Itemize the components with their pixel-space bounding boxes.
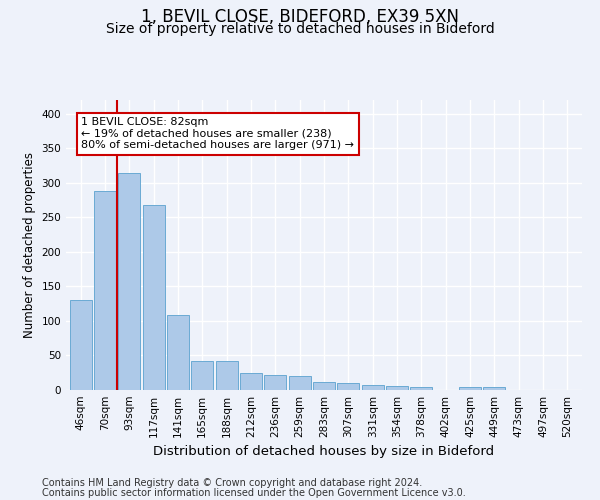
Bar — [143, 205, 164, 390]
Bar — [215, 361, 238, 390]
Bar — [459, 386, 481, 390]
Bar — [337, 383, 359, 390]
Bar — [167, 316, 189, 390]
Bar — [386, 386, 408, 390]
Bar — [240, 372, 262, 390]
Bar — [70, 300, 92, 390]
Bar — [484, 386, 505, 390]
Bar — [410, 387, 433, 390]
Text: Contains HM Land Registry data © Crown copyright and database right 2024.: Contains HM Land Registry data © Crown c… — [42, 478, 422, 488]
Text: Size of property relative to detached houses in Bideford: Size of property relative to detached ho… — [106, 22, 494, 36]
Bar — [313, 382, 335, 390]
Text: 1 BEVIL CLOSE: 82sqm
← 19% of detached houses are smaller (238)
80% of semi-deta: 1 BEVIL CLOSE: 82sqm ← 19% of detached h… — [81, 118, 354, 150]
Bar — [118, 173, 140, 390]
Bar — [94, 191, 116, 390]
Y-axis label: Number of detached properties: Number of detached properties — [23, 152, 36, 338]
Bar — [289, 376, 311, 390]
Bar — [362, 385, 383, 390]
Text: 1, BEVIL CLOSE, BIDEFORD, EX39 5XN: 1, BEVIL CLOSE, BIDEFORD, EX39 5XN — [141, 8, 459, 26]
X-axis label: Distribution of detached houses by size in Bideford: Distribution of detached houses by size … — [154, 446, 494, 458]
Bar — [265, 375, 286, 390]
Bar — [191, 361, 213, 390]
Text: Contains public sector information licensed under the Open Government Licence v3: Contains public sector information licen… — [42, 488, 466, 498]
